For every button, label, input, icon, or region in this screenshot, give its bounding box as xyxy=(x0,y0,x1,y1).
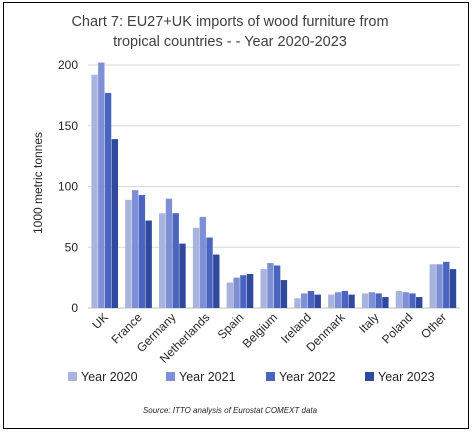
bar-uk-year-2023 xyxy=(111,139,119,308)
bar-denmark-year-2023 xyxy=(348,294,355,308)
legend-swatch-year-2023 xyxy=(365,372,374,381)
bar-france-year-2021 xyxy=(131,190,139,308)
x-tick-label-poland: Poland xyxy=(379,310,415,346)
bar-netherlands-year-2022 xyxy=(206,237,213,308)
bar-france-year-2020 xyxy=(125,199,132,308)
bar-other-year-2023 xyxy=(449,269,457,308)
bar-spain-year-2023 xyxy=(246,273,254,308)
bar-france-year-2023 xyxy=(145,220,152,308)
bar-spain-year-2020 xyxy=(226,282,234,308)
bar-other-year-2021 xyxy=(436,264,443,308)
bar-germany-year-2020 xyxy=(159,213,166,308)
bar-denmark-year-2022 xyxy=(341,290,348,308)
bar-ireland-year-2020 xyxy=(294,298,301,308)
y-tick-label-150: 150 xyxy=(58,119,78,133)
bar-uk-year-2020 xyxy=(91,74,98,308)
y-tick-label-0: 0 xyxy=(71,301,78,315)
bar-other-year-2022 xyxy=(443,261,450,308)
y-tick-label-200: 200 xyxy=(58,58,78,72)
bar-italy-year-2023 xyxy=(382,297,389,308)
bar-spain-year-2022 xyxy=(240,275,247,308)
bar-germany-year-2022 xyxy=(172,213,179,308)
bar-netherlands-year-2020 xyxy=(192,227,200,308)
bar-poland-year-2021 xyxy=(402,292,409,308)
legend-label-year-2022: Year 2022 xyxy=(279,370,336,384)
bar-france-year-2022 xyxy=(138,195,146,308)
bar-belgium-year-2023 xyxy=(280,280,288,308)
y-axis-title: 1000 metric tonnes xyxy=(31,132,45,234)
bar-uk-year-2022 xyxy=(104,92,112,308)
x-tick-label-other: Other xyxy=(418,310,449,341)
bar-uk-year-2021 xyxy=(98,62,105,308)
legend-label-year-2021: Year 2021 xyxy=(179,370,236,384)
bar-poland-year-2020 xyxy=(395,290,403,308)
bar-denmark-year-2021 xyxy=(334,292,342,308)
bar-italy-year-2021 xyxy=(368,292,376,308)
bar-spain-year-2021 xyxy=(233,277,240,309)
bar-ireland-year-2023 xyxy=(314,294,321,308)
bar-denmark-year-2020 xyxy=(328,294,335,308)
x-tick-label-italy: Italy xyxy=(356,310,381,335)
legend-swatch-year-2021 xyxy=(166,372,175,381)
bar-germany-year-2021 xyxy=(165,198,173,308)
legend-swatch-year-2020 xyxy=(68,372,77,381)
chart-svg: Chart 7: EU27+UK imports of wood furnitu… xyxy=(31,14,460,415)
bar-poland-year-2022 xyxy=(409,293,416,308)
bar-italy-year-2020 xyxy=(361,293,369,308)
bar-italy-year-2022 xyxy=(375,293,382,308)
legend-label-year-2020: Year 2020 xyxy=(81,370,138,384)
bar-belgium-year-2021 xyxy=(267,263,274,308)
source-note: Source: ITTO analysis of Eurostat COMEXT… xyxy=(143,406,318,415)
y-tick-label-100: 100 xyxy=(58,180,78,194)
chart-title-line-2: tropical countries - - Year 2020-2023 xyxy=(113,34,347,50)
chart-frame: Chart 7: EU27+UK imports of wood furnitu… xyxy=(3,2,469,429)
legend-label-year-2023: Year 2023 xyxy=(378,370,435,384)
x-tick-label-denmark: Denmark xyxy=(303,310,348,355)
bar-poland-year-2023 xyxy=(416,297,423,308)
y-tick-labels: 0 50 100 150 200 xyxy=(58,58,78,315)
y-tick-label-50: 50 xyxy=(65,240,79,254)
bar-netherlands-year-2021 xyxy=(199,216,206,309)
bar-netherlands-year-2023 xyxy=(213,254,220,308)
x-tick-label-uk: UK xyxy=(89,310,111,332)
chart-title-line-1: Chart 7: EU27+UK imports of wood furnitu… xyxy=(71,14,388,30)
bar-other-year-2020 xyxy=(429,264,436,308)
x-tick-label-spain: Spain xyxy=(215,310,247,342)
legend-swatch-year-2022 xyxy=(266,372,275,381)
bar-ireland-year-2022 xyxy=(307,290,315,308)
bars xyxy=(91,62,457,309)
bar-ireland-year-2021 xyxy=(301,293,308,308)
x-tick-label-belgium: Belgium xyxy=(240,310,281,351)
bar-belgium-year-2022 xyxy=(274,265,281,308)
bar-belgium-year-2020 xyxy=(260,269,267,308)
bar-germany-year-2023 xyxy=(179,243,186,308)
legend: Year 2020 Year 2021 Year 2022 Year 2023 xyxy=(68,370,435,384)
